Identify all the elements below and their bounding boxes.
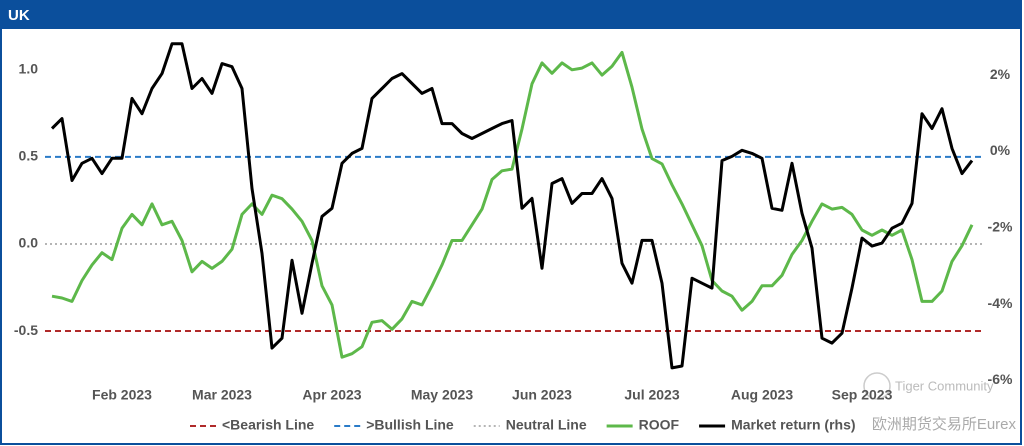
series-line [51, 50, 974, 359]
chart-title: UK [8, 7, 30, 24]
y2-tick-label: -6% [988, 371, 1013, 387]
y2-tick-label: 2% [990, 66, 1011, 82]
watermark: Tiger Community [895, 378, 994, 393]
x-tick-label: Aug 2023 [731, 387, 793, 403]
series-line [50, 42, 974, 370]
legend-label: >Bullish Line [366, 417, 454, 433]
x-tick-label: Mar 2023 [192, 387, 252, 403]
x-tick-label: Apr 2023 [302, 387, 361, 403]
watermark-logo [863, 372, 891, 400]
y-tick-label: -0.5 [14, 322, 38, 338]
legend-label: <Bearish Line [222, 417, 314, 433]
y-tick-label: 0.5 [19, 148, 39, 164]
watermark: 欧洲期货交易所Eurex [872, 415, 1017, 433]
y-tick-label: 0.0 [19, 235, 39, 251]
x-tick-label: Sep 2023 [832, 387, 893, 403]
x-tick-label: Jun 2023 [512, 387, 572, 403]
header-bar [1, 1, 1021, 29]
y2-tick-label: -2% [988, 219, 1013, 235]
legend-label: ROOF [639, 417, 680, 433]
y2-tick-label: -4% [988, 295, 1013, 311]
y2-tick-label: 0% [990, 142, 1011, 158]
legend-label: Neutral Line [506, 417, 587, 433]
x-tick-label: Jul 2023 [624, 387, 679, 403]
y-tick-label: 1.0 [19, 61, 39, 77]
x-tick-label: May 2023 [411, 387, 473, 403]
x-tick-label: Feb 2023 [92, 387, 152, 403]
legend-label: Market return (rhs) [731, 417, 855, 433]
